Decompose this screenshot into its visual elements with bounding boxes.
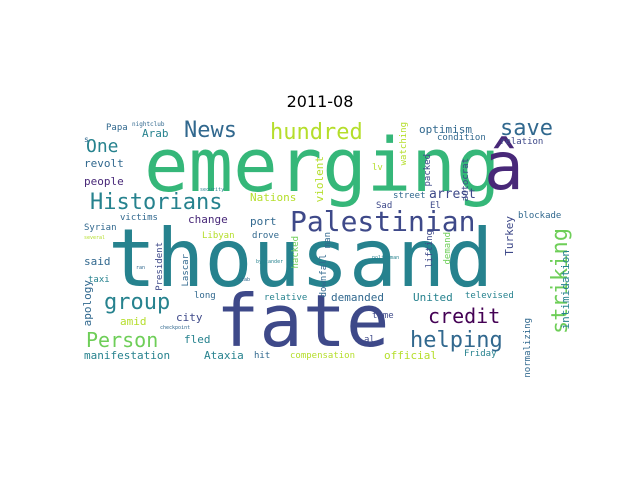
word-president: President (155, 242, 165, 291)
word-people: people (84, 175, 124, 188)
word-helping: helping (410, 328, 503, 353)
word-violent: violent (313, 156, 326, 203)
word-man: man (323, 232, 333, 249)
word-arab: Arab (142, 127, 169, 140)
word-packed: packed (423, 154, 433, 187)
word-save: save (500, 116, 553, 141)
word-ataxia: Ataxia (204, 349, 244, 362)
word-news: News (184, 118, 237, 143)
word-televised: televised (465, 291, 514, 301)
word-hundred: hundred (270, 120, 363, 145)
word-autocrat: autocrat (461, 158, 471, 202)
word-libyan: Libyan (202, 231, 235, 241)
word-downfall: downfall (319, 254, 329, 298)
word-fled: fled (184, 333, 211, 346)
word-change: change (188, 213, 228, 226)
word-port: port (250, 215, 277, 228)
word-demand: demand (443, 232, 453, 265)
word-papa: Papa (106, 123, 128, 133)
word-person: Person (86, 328, 159, 352)
word-thousand: thousand (108, 212, 494, 305)
word-amid: amid (120, 315, 147, 328)
word-manifestation: manifestation (84, 349, 171, 362)
word-revolt: revolt (84, 157, 124, 170)
word-ran: ran (136, 265, 146, 271)
word-apology: apology (81, 280, 94, 327)
word-emerging: emerging (144, 123, 501, 209)
word-palestinian: Palestinian (290, 205, 476, 238)
word-said: said (84, 255, 111, 268)
word-relative: relative (264, 293, 308, 303)
word-lifting: lifting (425, 230, 435, 268)
word-bystander: bystander (256, 259, 284, 265)
word-policeman: policeman (372, 255, 400, 261)
word-fate: fate (216, 279, 390, 363)
word-intimidation: intimidation (559, 250, 572, 330)
word-nations: Nations (250, 191, 297, 204)
word-nightclub: nightclub (132, 121, 165, 128)
word-al: al (364, 335, 375, 345)
word-checkpoint: checkpoint (160, 325, 191, 331)
word-condition: condition (437, 133, 486, 143)
word-sad: Sad (376, 201, 393, 211)
word-security: security (200, 187, 225, 193)
word-cloud: thousand emerging fate â Palestinian His… (80, 116, 573, 378)
word-one: One (86, 136, 119, 157)
word-hacked: hacked (291, 236, 301, 269)
word-el: El (430, 201, 441, 211)
word-blockade: blockade (518, 211, 562, 221)
word-taxi: taxi (88, 275, 110, 285)
word-city: city (176, 311, 203, 324)
word-optimism: optimism (419, 123, 472, 136)
word-a-circumflex: â (484, 128, 524, 205)
word-stab: stab (238, 277, 251, 283)
word-official: official (384, 349, 437, 362)
word-syrian: Syrian (84, 223, 117, 233)
word-turkey: Turkey (503, 216, 516, 256)
word-credit: credit (428, 304, 501, 328)
word-long: long (194, 291, 216, 301)
word-historians: Historians (90, 190, 223, 215)
word-hit: hit (254, 351, 271, 361)
word-group: group (104, 290, 171, 315)
word-s: s (84, 135, 89, 144)
word-lascar: Lascar (181, 254, 191, 287)
word-normalizing: normalizing (523, 318, 533, 378)
word-several: several (84, 235, 106, 241)
word-time: time (372, 311, 394, 321)
word-demanded: demanded (331, 291, 384, 304)
word-street: street (393, 191, 426, 201)
word-drove: drove (252, 231, 280, 241)
word-friday: Friday (464, 349, 497, 359)
word-lv: lv (372, 163, 383, 173)
chart-title: 2011-08 (286, 92, 354, 111)
word-compensation: compensation (290, 351, 356, 361)
word-united: United (413, 291, 453, 304)
word-watching: watching (399, 122, 409, 166)
word-victims: victims (120, 213, 158, 223)
word-arrest: arrest (429, 187, 476, 202)
word-relation: relation (500, 137, 544, 147)
